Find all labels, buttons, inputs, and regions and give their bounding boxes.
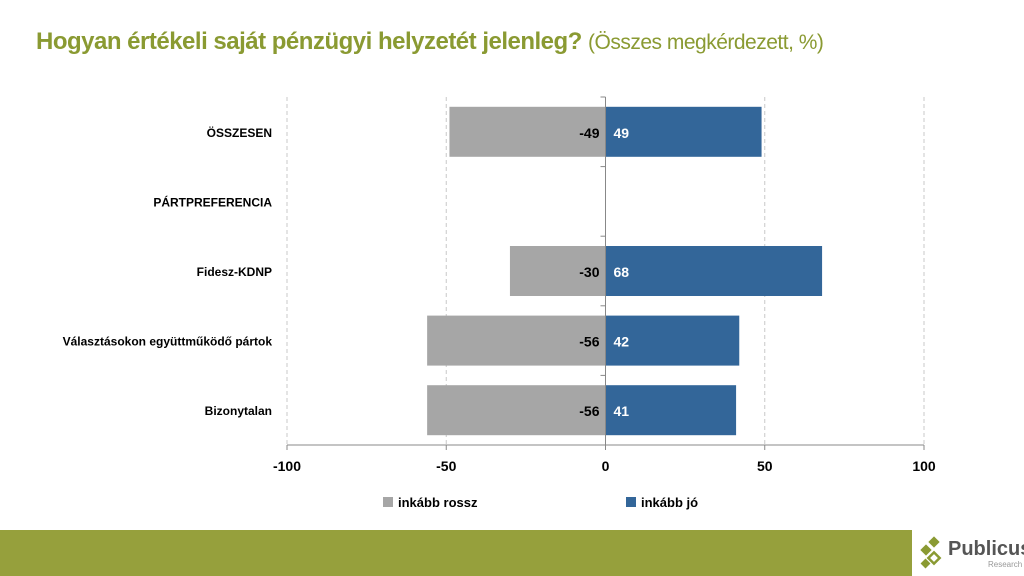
x-tick-label: 0	[602, 458, 610, 474]
data-label: 41	[614, 403, 630, 419]
logo-diamond-icon	[920, 536, 942, 569]
bar-good	[605, 315, 740, 366]
category-label: PÁRTPREFERENCIA	[153, 194, 272, 209]
category-label: ÖSSZESEN	[207, 125, 272, 140]
x-tick-label: 50	[757, 458, 773, 474]
legend-label: inkább rossz	[398, 495, 478, 510]
chart-title: Hogyan értékeli saját pénzügyi helyzetét…	[36, 28, 824, 56]
bar-bad	[509, 246, 606, 296]
data-label: 49	[614, 125, 630, 141]
category-label: Fidesz-KDNP	[197, 265, 272, 279]
data-label: -30	[579, 264, 599, 280]
diverging-bar-chart: -100 -50 0 50 100 ÖSSZESEN -49 49 PÁRTPREFERENCI…	[63, 96, 936, 510]
data-label: 68	[614, 264, 630, 280]
x-tick-label: -50	[436, 458, 456, 474]
data-label: 42	[614, 334, 630, 350]
bar-good	[605, 106, 762, 157]
logo-name: Publicus	[948, 538, 1024, 560]
title-main: Hogyan értékeli saját pénzügyi helyzetét…	[36, 28, 582, 55]
publicus-logo: Publicus Research	[918, 536, 1024, 572]
logo-sub: Research	[988, 560, 1023, 569]
bar-bad	[449, 106, 606, 157]
data-label: -56	[579, 334, 599, 350]
legend-swatch	[626, 497, 636, 507]
data-label: -56	[579, 403, 599, 419]
bar-good	[605, 385, 737, 436]
bar-bad	[427, 385, 606, 436]
category-label: Választásokon együttműködő pártok	[63, 335, 273, 349]
title-subtitle: (Összes megkérdezett, %)	[588, 31, 824, 54]
category-label: Bizonytalan	[205, 404, 272, 418]
data-label: -49	[579, 125, 599, 141]
bar-bad	[427, 315, 606, 366]
bar-good	[605, 246, 823, 296]
x-tick-label: 100	[912, 458, 936, 474]
legend-swatch	[383, 497, 393, 507]
x-tick-label: -100	[273, 458, 301, 474]
legend-label: inkább jó	[641, 495, 698, 510]
footer-band	[0, 530, 912, 576]
